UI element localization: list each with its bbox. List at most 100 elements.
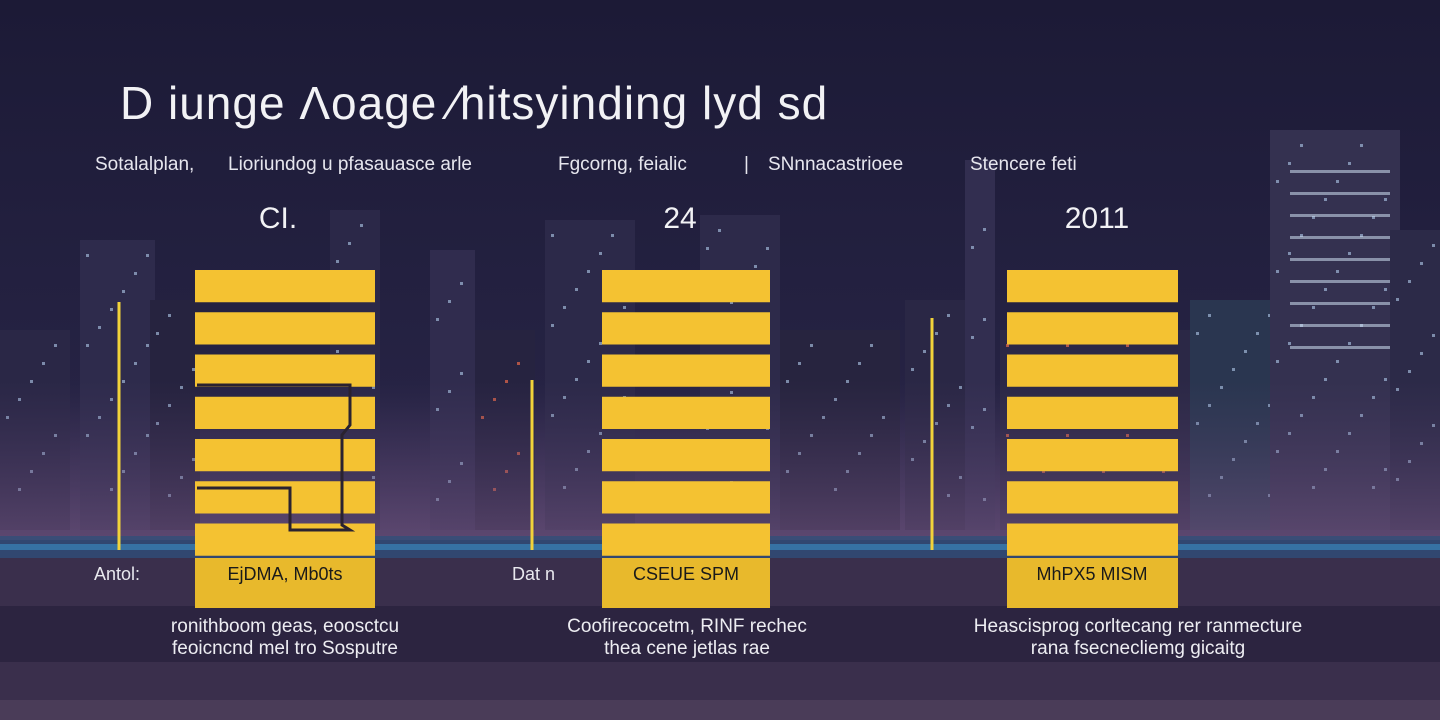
bar-segment: [1007, 439, 1178, 472]
window-light: [730, 301, 733, 304]
window-light: [1432, 244, 1435, 247]
bar-label-3: MhPX5 MISM: [1036, 564, 1148, 584]
tower-light-stripe: [1290, 346, 1390, 349]
caption-3: Heascisprog corltecang rer ranmecture ra…: [918, 616, 1358, 660]
tower-light-stripe: [1290, 170, 1390, 173]
window-light: [360, 224, 363, 227]
window-light: [1208, 314, 1211, 317]
window-light: [168, 314, 171, 317]
window-light: [1372, 216, 1375, 219]
window-light: [1408, 370, 1411, 373]
window-light: [1348, 162, 1351, 165]
bar-segment: [602, 439, 770, 472]
window-light: [156, 332, 159, 335]
window-light: [599, 252, 602, 255]
bar-segment: [602, 354, 770, 387]
window-light: [718, 229, 721, 232]
window-light: [911, 368, 914, 371]
bar-label-plate: [195, 558, 375, 608]
window-light: [1268, 314, 1271, 317]
window-light: [971, 246, 974, 249]
window-light: [798, 362, 801, 365]
window-light: [971, 336, 974, 339]
window-light: [935, 332, 938, 335]
window-light: [436, 318, 439, 321]
window-light: [1336, 360, 1339, 363]
bar-segment: [602, 270, 770, 303]
window-light: [611, 234, 614, 237]
window-light: [460, 372, 463, 375]
window-light: [1288, 252, 1291, 255]
window-light: [1396, 298, 1399, 301]
window-light: [146, 344, 149, 347]
window-light: [947, 314, 950, 317]
window-light: [1336, 270, 1339, 273]
subtitle-4: SNnnacastrioee: [768, 154, 904, 175]
bar-segment: [602, 312, 770, 345]
subtitle-5: Stencere feti: [970, 154, 1077, 175]
window-light: [1196, 332, 1199, 335]
window-light: [810, 344, 813, 347]
window-light: [1126, 344, 1129, 347]
window-light: [870, 344, 873, 347]
window-light: [551, 234, 554, 237]
window-light: [86, 254, 89, 257]
window-light: [587, 360, 590, 363]
window-light: [1420, 352, 1423, 355]
caption-1-line-1: ronithboom geas, eoosctcu: [170, 616, 400, 637]
window-light: [1348, 342, 1351, 345]
window-light: [98, 326, 101, 329]
bar-label-plate: [602, 558, 770, 608]
bar-segment: [195, 439, 375, 472]
window-light: [766, 247, 769, 250]
bar-segment: [602, 523, 770, 556]
window-light: [575, 288, 578, 291]
window-light: [1360, 234, 1363, 237]
window-light: [599, 342, 602, 345]
tower-light-stripe: [1290, 214, 1390, 217]
window-light: [983, 318, 986, 321]
window-light: [336, 260, 339, 263]
window-light: [1288, 342, 1291, 345]
caption-2-line-1: Coofirecocetm, RINF rechec: [567, 616, 807, 637]
window-light: [1276, 270, 1279, 273]
window-light: [1420, 262, 1423, 265]
window-light: [1408, 280, 1411, 283]
bar-label-plate: [1007, 558, 1178, 608]
window-light: [460, 282, 463, 285]
window-light: [42, 362, 45, 365]
bar-3: [1007, 270, 1178, 608]
category-label-1: CI.: [258, 202, 298, 235]
window-light: [134, 272, 137, 275]
window-light: [1066, 344, 1069, 347]
window-light: [1360, 144, 1363, 147]
window-light: [517, 362, 520, 365]
bar-detail-outline: [197, 383, 356, 532]
caption-2: Coofirecocetm, RINF rechec thea cene jet…: [467, 616, 907, 660]
window-light: [1300, 144, 1303, 147]
bar-segment: [1007, 523, 1178, 556]
axis-label-2: Dat n: [512, 564, 556, 584]
window-light: [587, 270, 590, 273]
bar-segment: [602, 481, 770, 514]
bar-segment: [1007, 396, 1178, 429]
tower-light-stripe: [1290, 280, 1390, 283]
caption-3-line-2: rana fsecnecliemg gicaitg: [1030, 638, 1246, 659]
window-light: [1276, 180, 1279, 183]
subtitle-divider: |: [744, 154, 749, 175]
bar-group: [117, 270, 1178, 608]
window-light: [1324, 378, 1327, 381]
bar-segment: [195, 312, 375, 345]
subtitle-1: Sotalalplan,: [95, 154, 195, 175]
category-label-3: 2011: [1064, 202, 1130, 235]
subtitle-2: Lioriundog u pfasauasce arle: [228, 154, 473, 175]
window-light: [551, 324, 554, 327]
bar-segment: [1007, 312, 1178, 345]
window-light: [1348, 252, 1351, 255]
window-light: [1432, 334, 1435, 337]
window-light: [86, 344, 89, 347]
window-light: [575, 378, 578, 381]
window-light: [192, 368, 195, 371]
window-light: [1336, 180, 1339, 183]
